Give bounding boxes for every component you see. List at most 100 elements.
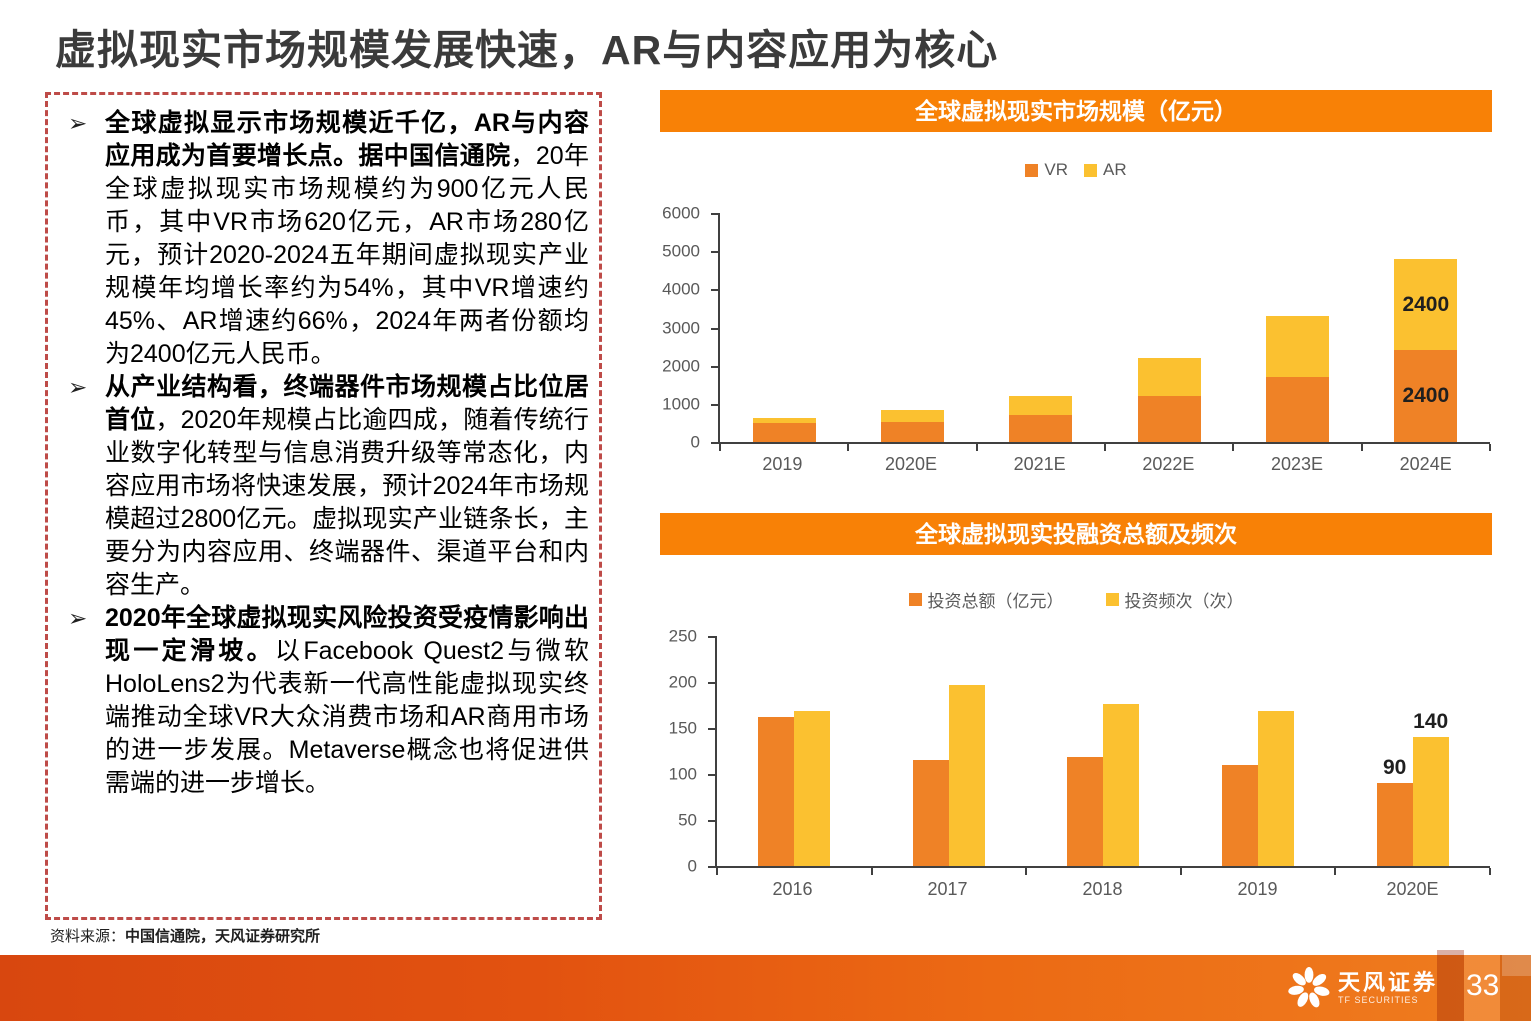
bar-segment-vr [1137, 396, 1201, 442]
x-tick-mark [870, 868, 873, 875]
y-tick-mark [708, 682, 715, 684]
x-axis-label: 2019 [762, 454, 803, 474]
y-tick-label: 2000 [662, 356, 700, 376]
footer-bar: 天风证券 TF SECURITIES 33 [0, 950, 1531, 1021]
bar-group [1026, 636, 1181, 866]
bar-group [977, 213, 1105, 442]
bullet-text-normal: ，20年全球虚拟现实市场规模约为900亿元人民币，其中VR市场620亿元，AR市… [105, 142, 589, 368]
chart-legend: 投资总额（亿元） 投资频次（次） [660, 587, 1492, 612]
bar [912, 760, 949, 866]
x-tick-mark [975, 444, 978, 451]
chart-title: 全球虚拟现实市场规模（亿元） [660, 90, 1492, 132]
x-tick-mark [719, 444, 721, 451]
y-tick-mark [711, 213, 718, 215]
source-label: 资料来源： [50, 928, 126, 945]
footer-decor-block [1437, 950, 1464, 1021]
brand-name: 天风证券 [1338, 970, 1439, 995]
x-axis-label: 2019 [1237, 879, 1278, 899]
bar-group [717, 636, 872, 866]
flower-logo-icon [1288, 967, 1330, 1008]
x-tick-mark [847, 444, 850, 451]
chart-title: 全球虚拟现实投融资总额及频次 [660, 513, 1492, 555]
bullet-text-bold: 2020年全球虚拟现实风险投资受疫情影响出现一定滑坡。 [105, 604, 589, 665]
bullet-text-normal: 以Facebook Quest2与微软HoloLens2为代表新一代高性能虚拟现… [105, 637, 589, 797]
bar-group: 90 140 [1335, 636, 1490, 866]
chart-bars: 2400 2400 [720, 213, 1490, 442]
y-tick-label: 150 [668, 718, 697, 738]
x-axis-label: 2016 [772, 879, 813, 899]
legend-label: AR [1103, 160, 1127, 179]
bar-group: 2400 2400 [1362, 213, 1490, 442]
brand-logo: 天风证券 TF SECURITIES [1288, 967, 1438, 1009]
y-tick-mark [708, 820, 715, 822]
y-tick-label: 4000 [662, 279, 700, 299]
x-axis-label: 2018 [1082, 879, 1123, 899]
bar-segment-ar [1137, 358, 1201, 397]
key-points-box: ➢ 全球虚拟显示市场规模近千亿，AR与内容应用成为首要增长点。据中国信通院，20… [45, 92, 602, 920]
x-tick-mark [1360, 444, 1363, 451]
source-note: 资料来源：中国信通院，天风证券研究所 [50, 925, 320, 946]
bar-group [720, 213, 848, 442]
x-tick-mark [1489, 868, 1491, 875]
y-axis-ticks: 0 1000 2000 3000 4000 5000 6000 [656, 205, 712, 451]
legend-item: 投资总额（亿元） [908, 587, 1064, 612]
x-axis-label: 2020E [884, 454, 938, 474]
bar-data-label: 90 [1382, 756, 1407, 780]
y-tick-label: 3000 [662, 318, 700, 337]
legend-swatch-icon [908, 593, 922, 606]
x-axis-labels: 2016 2017 2018 2019 2020E [715, 879, 1490, 900]
brand-text-group: 天风证券 TF SECURITIES [1338, 970, 1439, 1006]
chart-bars: 90 140 [717, 636, 1490, 866]
bullet-text-bold: 从产业结构看，终端器件市场规模占比位居首位 [105, 373, 589, 434]
y-tick-label: 6000 [662, 203, 700, 223]
y-tick-label: 0 [687, 856, 697, 876]
x-tick-mark [1232, 444, 1235, 451]
stacked-bar [1265, 213, 1329, 442]
y-tick-label: 200 [668, 672, 697, 692]
brand-subtitle: TF SECURITIES [1338, 995, 1419, 1005]
bullet-item: ➢ 全球虚拟显示市场规模近千亿，AR与内容应用成为首要增长点。据中国信通院，20… [60, 107, 589, 371]
x-axis-label: 2023E [1270, 454, 1324, 474]
bar [1103, 704, 1140, 866]
footer-decor-block [1502, 950, 1531, 976]
bar-group [848, 213, 976, 442]
legend-item: VR [1025, 160, 1068, 180]
stacked-bar: 2400 2400 [1394, 213, 1458, 442]
bullet-text-normal: ，2020年规模占比逾四成，随着传统行业数字化转型与信息消费升级等常态化，内容应… [105, 406, 589, 599]
bar-segment-ar [1009, 396, 1073, 416]
bar-segment-vr [880, 422, 944, 442]
bar [758, 716, 795, 866]
y-tick-mark [711, 327, 718, 330]
y-tick-mark [708, 636, 715, 638]
bar-group [872, 636, 1027, 866]
bar-group [1233, 213, 1361, 442]
footer-decor-block [1500, 955, 1531, 1021]
bar [948, 684, 985, 866]
y-tick-mark [708, 774, 715, 776]
bar-segment-ar [1265, 316, 1329, 378]
y-tick-label: 50 [678, 810, 697, 830]
bullet-text: 2020年全球虚拟现实风险投资受疫情影响出现一定滑坡。以Facebook Que… [105, 602, 589, 800]
legend-label: 投资频次（次） [1124, 592, 1244, 611]
legend-item: AR [1084, 160, 1127, 180]
bullet-text: 全球虚拟显示市场规模近千亿，AR与内容应用成为首要增长点。据中国信通院，20年全… [105, 107, 589, 371]
bar-data-label: 2400 [1402, 384, 1450, 408]
bullet-text: 从产业结构看，终端器件市场规模占比位居首位，2020年规模占比逾四成，随着传统行… [105, 371, 589, 602]
legend-label: VR [1044, 160, 1068, 179]
legend-swatch-icon [1084, 163, 1097, 177]
y-tick-mark [711, 251, 718, 254]
legend-item: 投资频次（次） [1105, 587, 1244, 612]
y-tick-label: 5000 [662, 241, 700, 261]
bar [1067, 756, 1104, 866]
x-axis-labels: 2019 2020E 2021E 2022E 2023E 2024E [718, 454, 1490, 475]
x-tick-mark [1104, 444, 1106, 451]
bullet-marker: ➢ [68, 110, 88, 136]
vr-investment-chart: 全球虚拟现实投融资总额及频次 投资总额（亿元） 投资频次（次） 0 50 100 150… [660, 513, 1492, 925]
bullet-item: ➢ 从产业结构看，终端器件市场规模占比位居首位，2020年规模占比逾四成，随着传… [60, 371, 589, 602]
bar-segment-vr [752, 422, 816, 442]
stacked-bar [880, 213, 944, 442]
bar-segment-ar: 2400 [1394, 258, 1458, 351]
bullet-marker: ➢ [68, 374, 88, 400]
y-tick-mark [708, 866, 715, 868]
bullet-item: ➢ 2020年全球虚拟现实风险投资受疫情影响出现一定滑坡。以Facebook Q… [60, 602, 589, 800]
